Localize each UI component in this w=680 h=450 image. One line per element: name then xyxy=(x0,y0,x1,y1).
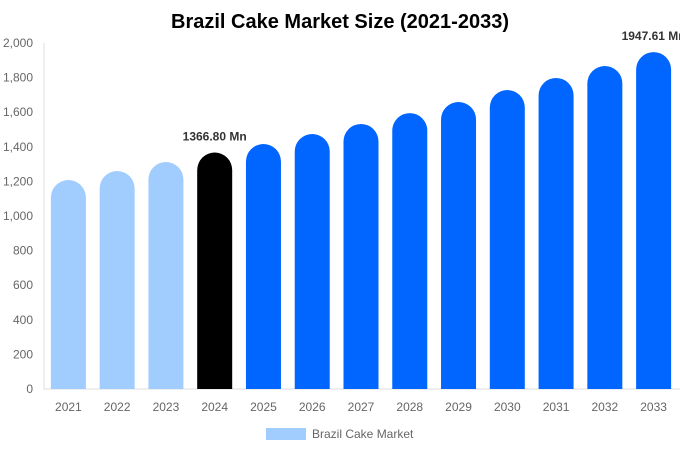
x-tick-label: 2030 xyxy=(494,400,521,414)
legend-label: Brazil Cake Market xyxy=(312,427,414,441)
x-tick-label: 2027 xyxy=(348,400,375,414)
x-tick-label: 2026 xyxy=(299,400,326,414)
x-tick-label: 2024 xyxy=(201,400,228,414)
y-tick-label: 200 xyxy=(13,347,33,361)
bars xyxy=(50,52,672,390)
x-axis: 2021 2022 2023 2024 2025 2026 2027 2028 2029 2030… xyxy=(55,400,667,414)
y-tick-label: 0 xyxy=(26,382,33,396)
data-label-2033: 1947.61 Mn xyxy=(622,29,680,43)
data-labels: 1366.80 Mn 1947.61 Mn xyxy=(183,29,680,143)
y-axis: 0 200 400 600 800 1,000 1,200 1,400 1,600 1,800 2,… xyxy=(3,36,680,396)
x-tick-label: 2029 xyxy=(445,400,472,414)
y-tick-label: 1,600 xyxy=(3,105,33,119)
x-tick-label: 2021 xyxy=(55,400,82,414)
y-tick-label: 1,800 xyxy=(3,71,33,85)
chart-title: Brazil Cake Market Size (2021-2033) xyxy=(171,11,509,33)
y-tick-label: 600 xyxy=(13,278,33,292)
data-label-2024: 1366.80 Mn xyxy=(183,130,247,144)
bar-2022[interactable] xyxy=(99,171,135,389)
bar-2021[interactable] xyxy=(50,180,86,389)
y-tick-label: 400 xyxy=(13,313,33,327)
y-tick-label: 2,000 xyxy=(3,36,33,50)
bar-2030[interactable] xyxy=(489,90,525,389)
y-tick-label: 1,400 xyxy=(3,140,33,154)
bar-2031[interactable] xyxy=(538,77,574,390)
x-tick-label: 2025 xyxy=(250,400,277,414)
bar-2033[interactable] xyxy=(636,52,672,389)
x-tick-label: 2033 xyxy=(640,400,667,414)
x-tick-label: 2023 xyxy=(153,400,180,414)
bar-2025[interactable] xyxy=(245,144,281,389)
bar-2032[interactable] xyxy=(587,66,623,389)
bar-2023[interactable] xyxy=(148,162,184,389)
x-tick-label: 2031 xyxy=(543,400,570,414)
bar-2026[interactable] xyxy=(294,133,330,389)
bar-2027[interactable] xyxy=(343,123,379,390)
legend[interactable]: Brazil Cake Market xyxy=(266,427,414,441)
bar-2024[interactable] xyxy=(197,152,233,389)
y-tick-label: 1,000 xyxy=(3,209,33,223)
x-tick-label: 2028 xyxy=(396,400,423,414)
y-tick-label: 1,200 xyxy=(3,174,33,188)
legend-swatch xyxy=(266,428,306,440)
bar-2029[interactable] xyxy=(441,101,477,390)
bar-2028[interactable] xyxy=(392,113,428,389)
x-tick-label: 2032 xyxy=(591,400,618,414)
x-tick-label: 2022 xyxy=(104,400,131,414)
y-tick-label: 800 xyxy=(13,244,33,258)
